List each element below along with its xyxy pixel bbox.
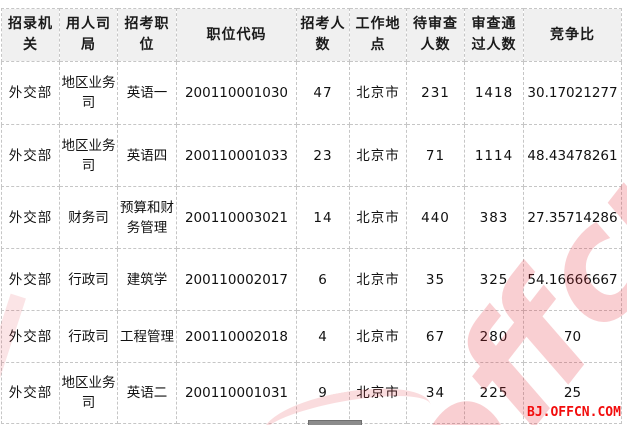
table-cell: 27.35714286 [523, 186, 622, 249]
table-cell: 47 [296, 61, 350, 125]
table-cell: 48.43478261 [523, 124, 622, 187]
table-cell: 25 [523, 362, 622, 424]
table-cell: 行政司 [59, 310, 118, 363]
table-cell: 67 [406, 310, 465, 363]
table-cell: 14 [296, 186, 350, 249]
table-cell: 预算和财务管理 [117, 186, 177, 249]
table-cell: 外交部 [1, 362, 60, 424]
table-cell: 225 [464, 362, 524, 424]
column-header-pending-review-count: 待审查人数 [406, 8, 465, 62]
table-cell: 工程管理 [117, 310, 177, 363]
table-body: 外交部 地区业务司 英语一 200110001030 47 北京市 231 1418 30.17… [1, 61, 622, 424]
column-header-approved-count: 审查通过人数 [464, 8, 524, 62]
table-cell: 外交部 [1, 124, 60, 187]
table-cell: 建筑学 [117, 248, 177, 311]
table-cell: 200110001033 [176, 124, 297, 187]
table-cell: 71 [406, 124, 465, 187]
table-cell: 54.16666667 [523, 248, 622, 311]
table-cell: 北京市 [349, 362, 407, 424]
table-cell: 1418 [464, 61, 524, 125]
table-cell: 地区业务司 [59, 362, 118, 424]
table-cell: 北京市 [349, 61, 407, 125]
header-row: 招录机关 用人司局 招考职位 职位代码 招考人数 工作地点 待审查人数 审查通过… [1, 8, 622, 62]
table-cell: 200110003021 [176, 186, 297, 249]
table-row: 外交部 地区业务司 英语二 200110001031 9 北京市 34 225 25 [1, 362, 622, 424]
table-cell: 440 [406, 186, 465, 249]
table-cell: 英语四 [117, 124, 177, 187]
scrollbar-thumb-fragment[interactable] [308, 420, 362, 425]
table-cell: 200110001030 [176, 61, 297, 125]
table-cell: 外交部 [1, 248, 60, 311]
table-cell: 200110002017 [176, 248, 297, 311]
table-cell: 35 [406, 248, 465, 311]
table-cell: 23 [296, 124, 350, 187]
table-cell: 30.17021277 [523, 61, 622, 125]
column-header-employing-bureau: 用人司局 [59, 8, 118, 62]
table-cell: 200110002018 [176, 310, 297, 363]
table-row: 外交部 地区业务司 英语四 200110001033 23 北京市 71 1114 48.434… [1, 124, 622, 187]
table-cell: 34 [406, 362, 465, 424]
table-cell: 地区业务司 [59, 124, 118, 187]
table-cell: 行政司 [59, 248, 118, 311]
table-cell: 70 [523, 310, 622, 363]
table-cell: 地区业务司 [59, 61, 118, 125]
table-row: 外交部 行政司 建筑学 200110002017 6 北京市 35 325 54.1666666… [1, 248, 622, 311]
table-cell: 325 [464, 248, 524, 311]
table-cell: 北京市 [349, 186, 407, 249]
column-header-work-location: 工作地点 [349, 8, 407, 62]
table-cell: 383 [464, 186, 524, 249]
table-cell: 外交部 [1, 310, 60, 363]
recruitment-table: 招录机关 用人司局 招考职位 职位代码 招考人数 工作地点 待审查人数 审查通过… [1, 8, 622, 424]
table-cell: 北京市 [349, 124, 407, 187]
table-row: 外交部 行政司 工程管理 200110002018 4 北京市 67 280 70 [1, 310, 622, 363]
table-cell: 9 [296, 362, 350, 424]
table-row: 外交部 财务司 预算和财务管理 200110003021 14 北京市 440 383 27.3… [1, 186, 622, 249]
table-cell: 英语二 [117, 362, 177, 424]
table-cell: 财务司 [59, 186, 118, 249]
table-cell: 外交部 [1, 186, 60, 249]
table-row: 外交部 地区业务司 英语一 200110001030 47 北京市 231 1418 30.17… [1, 61, 622, 125]
column-header-recruiting-agency: 招录机关 [1, 8, 60, 62]
column-header-recruit-count: 招考人数 [296, 8, 350, 62]
column-header-position-title: 招考职位 [117, 8, 177, 62]
table-cell: 200110001031 [176, 362, 297, 424]
column-header-position-code: 职位代码 [176, 8, 297, 62]
table-cell: 外交部 [1, 61, 60, 125]
table-cell: 北京市 [349, 248, 407, 311]
table-cell: 北京市 [349, 310, 407, 363]
table-cell: 280 [464, 310, 524, 363]
table-header: 招录机关 用人司局 招考职位 职位代码 招考人数 工作地点 待审查人数 审查通过… [1, 8, 622, 62]
table-cell: 4 [296, 310, 350, 363]
table-cell: 231 [406, 61, 465, 125]
table-cell: 1114 [464, 124, 524, 187]
table-cell: 6 [296, 248, 350, 311]
column-header-competition-ratio: 竞争比 [523, 8, 622, 62]
table-cell: 英语一 [117, 61, 177, 125]
